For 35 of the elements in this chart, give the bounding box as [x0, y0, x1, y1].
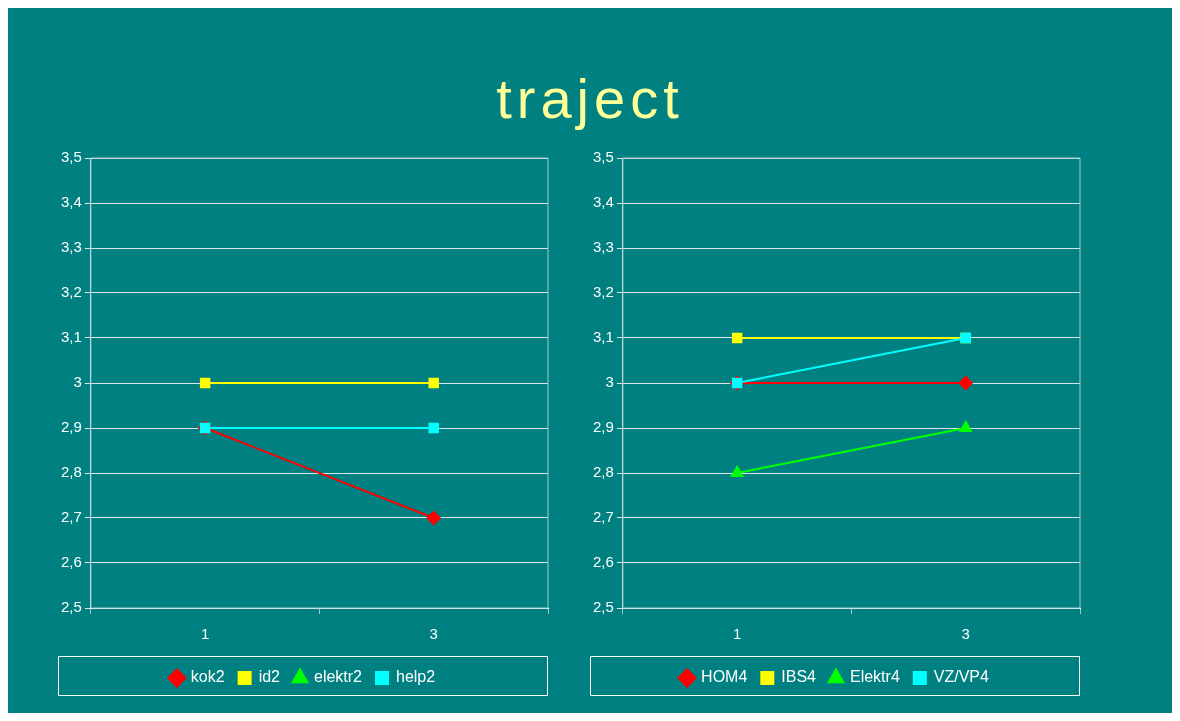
x-tick-label: 3 — [429, 625, 438, 643]
y-tick-label: 3 — [73, 373, 82, 391]
y-tick-label: 2,9 — [60, 418, 82, 436]
y-tick-label: 3,3 — [592, 238, 614, 256]
chart-title: traject — [495, 66, 685, 131]
y-tick-label: 3,2 — [592, 283, 614, 301]
y-tick-label: 2,8 — [60, 463, 82, 481]
x-tick-label: 1 — [200, 625, 210, 643]
y-tick-label: 3,5 — [592, 148, 614, 166]
y-tick-label: 2,7 — [60, 508, 82, 526]
legend-label: elektr2 — [313, 668, 363, 686]
legend-label: VZ/VP4 — [933, 668, 990, 686]
y-tick-label: 3,2 — [60, 283, 82, 301]
y-tick-label: 3,5 — [60, 148, 82, 166]
x-tick-label: 3 — [961, 625, 970, 643]
y-tick-label: 3,4 — [592, 193, 614, 211]
legend-label: kok2 — [190, 668, 225, 686]
y-tick-label: 3,4 — [60, 193, 82, 211]
y-tick-label: 3,1 — [60, 328, 82, 346]
y-tick-label: 2,5 — [592, 598, 614, 616]
y-tick-label: 2,6 — [592, 553, 614, 571]
y-tick-label: 2,7 — [592, 508, 614, 526]
y-tick-label: 2,6 — [60, 553, 82, 571]
y-tick-label: 3,3 — [60, 238, 82, 256]
legend-label: Elektr4 — [849, 668, 900, 686]
y-tick-label: 3 — [605, 373, 614, 391]
legend-label: id2 — [258, 668, 281, 686]
legend-label: HOM4 — [701, 668, 748, 686]
legend-label: IBS4 — [781, 668, 817, 686]
x-tick-label: 1 — [732, 625, 742, 643]
y-tick-label: 2,9 — [592, 418, 614, 436]
y-tick-label: 2,5 — [60, 598, 82, 616]
y-tick-label: 2,8 — [592, 463, 614, 481]
y-tick-label: 3,1 — [592, 328, 614, 346]
legend-label: help2 — [396, 668, 436, 686]
